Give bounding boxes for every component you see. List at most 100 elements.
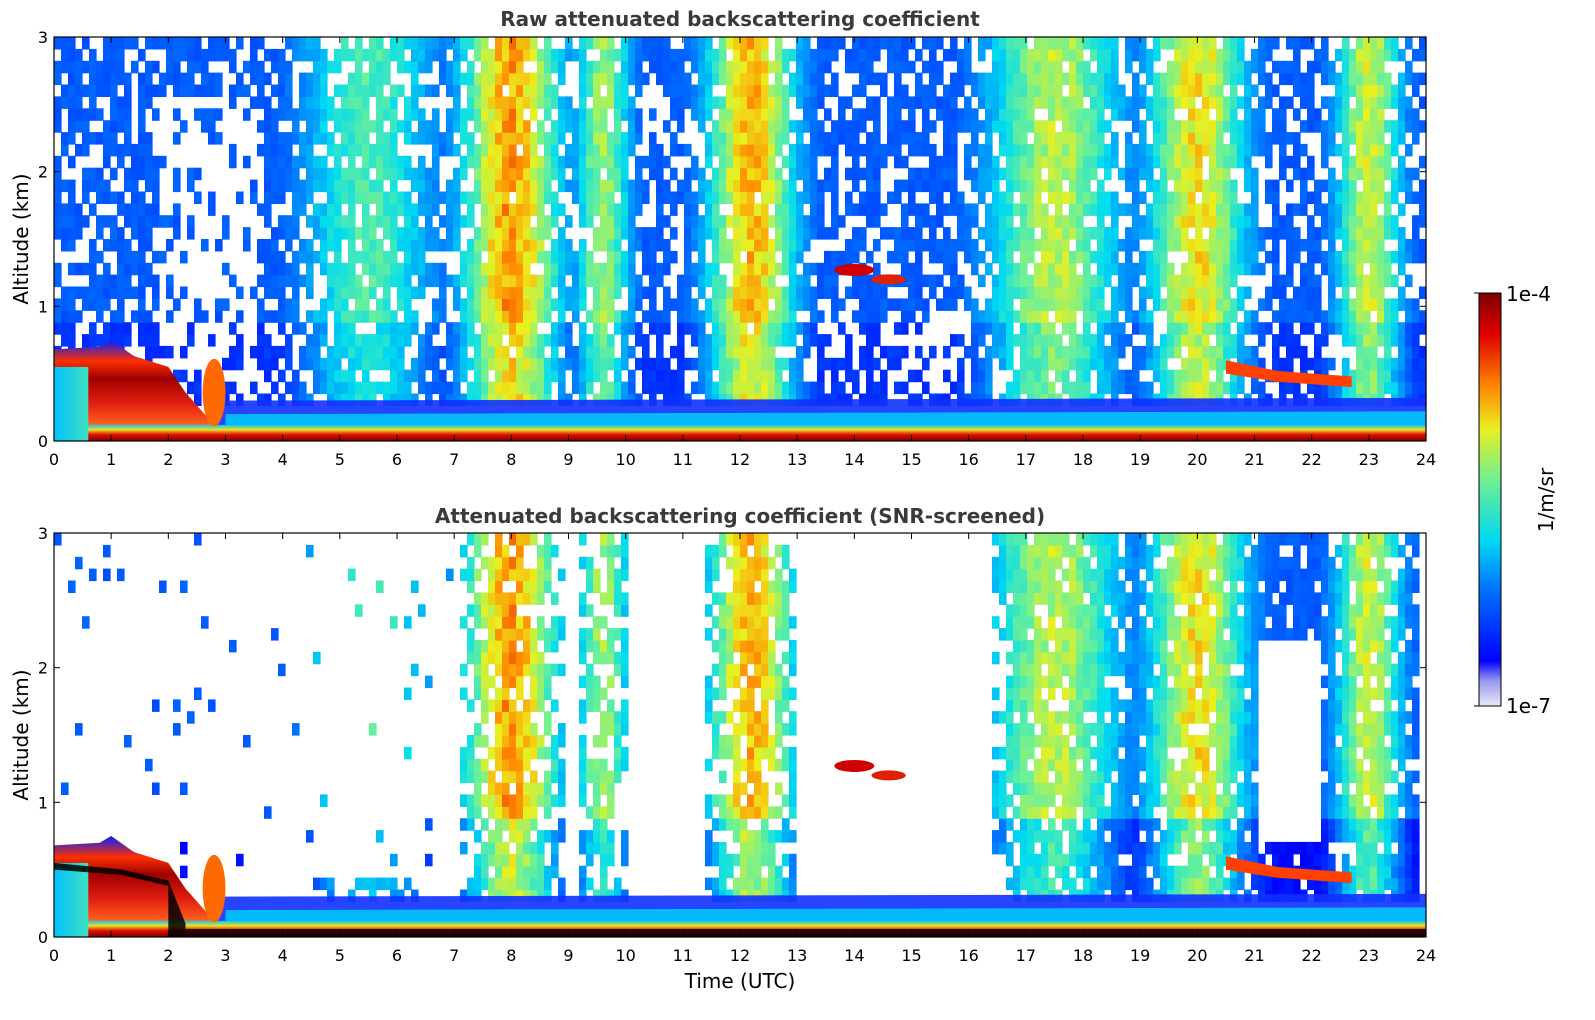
aerosol-cell — [1027, 334, 1035, 347]
aerosol-cell — [1265, 298, 1273, 311]
aerosol-cell — [1132, 37, 1140, 50]
aerosol-cell — [929, 84, 937, 97]
aerosol-cell — [383, 322, 391, 335]
aerosol-cell — [887, 227, 895, 240]
aerosol-cell — [803, 298, 811, 311]
aerosol-cell — [600, 215, 608, 228]
aerosol-cell — [992, 334, 1000, 347]
aerosol-cell — [292, 322, 300, 335]
aerosol-cell — [236, 191, 244, 204]
aerosol-cell — [481, 72, 489, 86]
aerosol-cell — [509, 556, 517, 570]
aerosol-cell — [999, 84, 1007, 97]
aerosol-cell — [817, 369, 825, 383]
aerosol-cell — [635, 274, 643, 288]
aerosol-cell — [782, 227, 790, 240]
aerosol-cell — [474, 853, 482, 867]
y-tick-label: 2 — [38, 163, 48, 182]
aerosol-cell — [530, 580, 538, 593]
aerosol-cell — [761, 274, 769, 288]
aerosol-cell — [999, 143, 1007, 157]
aerosol-cell — [992, 345, 1000, 359]
aerosol-cell — [859, 227, 867, 240]
aerosol-cell — [733, 120, 741, 133]
aerosol-cell — [530, 143, 538, 157]
aerosol-cell — [320, 108, 328, 121]
aerosol-cell — [1160, 72, 1168, 86]
aerosol-cell — [544, 663, 552, 677]
aerosol-cell — [1356, 357, 1364, 371]
aerosol-cell — [915, 132, 923, 145]
aerosol-cell — [383, 215, 391, 228]
aerosol-cell — [425, 203, 433, 216]
aerosol-cell — [1335, 120, 1343, 133]
aerosol-cell — [1279, 322, 1287, 335]
aerosol-cell — [1349, 334, 1357, 347]
aerosol-cell — [138, 143, 146, 157]
aerosol-cell — [131, 191, 139, 204]
aerosol-cell — [845, 96, 853, 109]
aerosol-cell — [1286, 132, 1294, 145]
aerosol-cell — [1230, 298, 1238, 311]
aerosol-cell — [691, 310, 699, 323]
aerosol-cell — [467, 239, 475, 252]
aerosol-cell — [446, 393, 454, 406]
aerosol-cell — [845, 250, 853, 264]
aerosol-cell — [1237, 60, 1245, 74]
aerosol-cell — [607, 227, 615, 240]
aerosol-cell — [768, 334, 776, 347]
aerosol-cell — [390, 227, 398, 240]
aerosol-cell — [509, 143, 517, 157]
aerosol-cell — [1188, 143, 1196, 157]
aerosol-cell — [796, 132, 804, 145]
aerosol-cell — [628, 262, 636, 276]
aerosol-cell — [474, 830, 482, 843]
aerosol-cell — [1272, 239, 1280, 252]
aerosol-cell — [530, 227, 538, 240]
aerosol-cell — [1076, 357, 1084, 371]
aerosol-cell — [831, 274, 839, 288]
aerosol-cell — [929, 96, 937, 109]
aerosol-cell — [145, 37, 153, 50]
aerosol-cell — [894, 298, 902, 311]
aerosol-cell — [418, 274, 426, 288]
aerosol-cell — [1377, 322, 1385, 335]
aerosol-cell — [348, 381, 356, 395]
aerosol-cell — [1083, 310, 1091, 323]
aerosol-cell — [1027, 227, 1035, 240]
aerosol-cell — [103, 239, 111, 252]
aerosol-cell — [845, 143, 853, 157]
aerosol-cell — [1181, 143, 1189, 157]
aerosol-cell — [1216, 381, 1224, 395]
aerosol-cell — [1237, 120, 1245, 133]
aerosol-cell — [922, 274, 930, 288]
aerosol-cell — [593, 203, 601, 216]
aerosol-cell — [817, 120, 825, 133]
aerosol-cell — [1377, 143, 1385, 157]
aerosol-cell — [908, 179, 916, 193]
aerosol-cell — [313, 48, 321, 62]
aerosol-cell — [453, 322, 461, 335]
aerosol-cell — [1195, 60, 1203, 74]
aerosol-cell — [789, 143, 797, 157]
aerosol-cell — [782, 203, 790, 216]
aerosol-cell — [1041, 345, 1049, 359]
aerosol-cell — [817, 191, 825, 204]
aerosol-cell — [180, 250, 188, 264]
aerosol-cell — [684, 191, 692, 204]
aerosol-cell — [719, 369, 727, 383]
aerosol-cell — [1174, 239, 1182, 252]
aerosol-cell — [1125, 227, 1133, 240]
aerosol-cell — [873, 310, 881, 323]
aerosol-cell — [831, 120, 839, 133]
aerosol-cell — [432, 48, 440, 62]
aerosol-cell — [1069, 108, 1077, 121]
aerosol-cell — [523, 96, 531, 109]
aerosol-cell — [1048, 132, 1056, 145]
aerosol-cell — [607, 96, 615, 109]
aerosol-cell — [1048, 381, 1056, 395]
aerosol-cell — [600, 143, 608, 157]
aerosol-cell — [579, 334, 587, 347]
aerosol-cell — [481, 132, 489, 145]
aerosol-cell — [572, 345, 580, 359]
